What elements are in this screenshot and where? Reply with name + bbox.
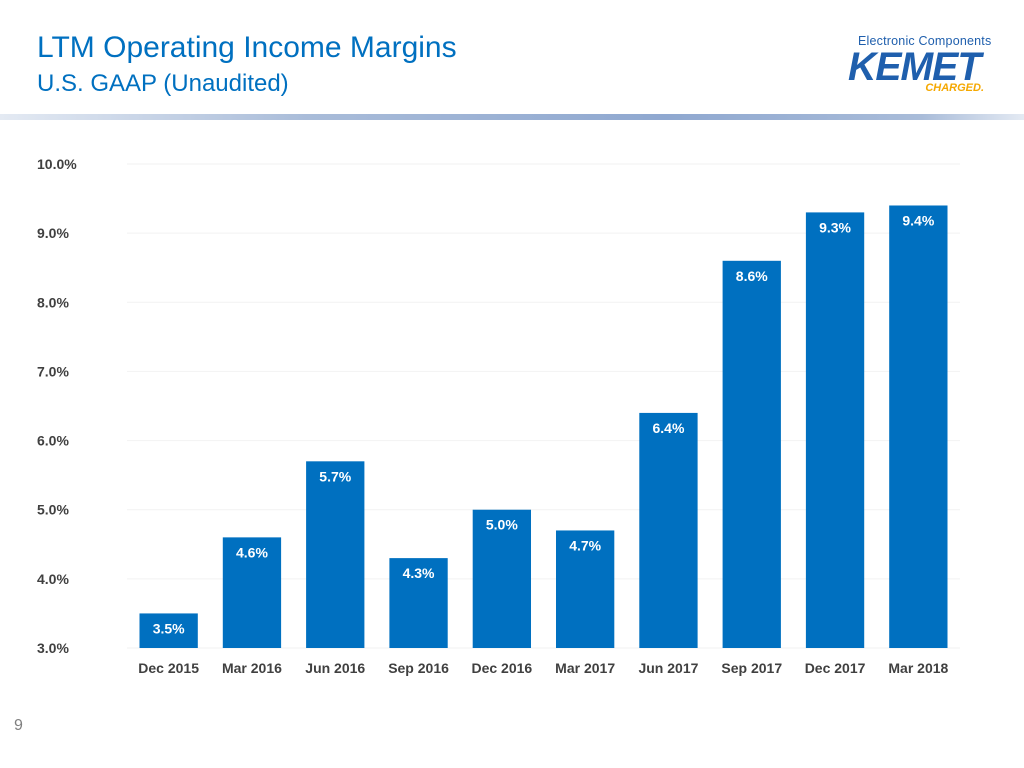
- x-category-label: Dec 2015: [138, 660, 199, 676]
- y-tick-label: 4.0%: [37, 571, 69, 587]
- data-label: 5.7%: [319, 468, 351, 484]
- logo-charged: CHARGED.: [925, 82, 984, 94]
- y-tick-label: 8.0%: [37, 294, 69, 310]
- y-tick-label: 6.0%: [37, 433, 69, 449]
- data-labels: 3.5% 4.6% 5.7% 4.3% 5.0% 4.7% 6.4% 8.6% 9.3% 9.4%: [153, 212, 935, 636]
- bar: [472, 509, 532, 648]
- bars: [139, 205, 948, 648]
- x-category-label: Dec 2016: [471, 660, 532, 676]
- y-axis-ticks: 3.0% 4.0% 5.0% 6.0% 7.0% 8.0% 9.0% 10.0%: [37, 156, 77, 656]
- logo-wordmark: KEMET: [848, 45, 981, 89]
- page-title: LTM Operating Income Margins: [37, 31, 457, 64]
- x-category-label: Dec 2017: [805, 660, 866, 676]
- y-tick-label: 10.0%: [37, 156, 77, 172]
- logo-tagline: Electronic Components: [858, 34, 992, 48]
- y-tick-label: 5.0%: [37, 502, 69, 518]
- data-label: 4.7%: [569, 537, 601, 553]
- x-category-label: Jun 2017: [638, 660, 698, 676]
- kemet-logo: Electronic Components KEMET CHARGED.: [846, 34, 996, 96]
- bar: [722, 260, 781, 648]
- data-label: 4.3%: [403, 565, 435, 581]
- y-tick-label: 7.0%: [37, 363, 69, 379]
- data-label: 3.5%: [153, 620, 185, 636]
- bar: [889, 205, 948, 648]
- bar: [389, 558, 448, 648]
- bar: [555, 530, 615, 648]
- y-tick-label: 9.0%: [37, 225, 69, 241]
- data-label: 8.6%: [736, 268, 768, 284]
- bar: [306, 461, 365, 648]
- data-label: 9.4%: [902, 212, 934, 228]
- bar: [222, 537, 282, 648]
- bar: [639, 412, 698, 648]
- bar: [139, 613, 198, 648]
- x-category-label: Mar 2017: [555, 660, 615, 676]
- page-subtitle: U.S. GAAP (Unaudited): [37, 70, 289, 97]
- data-label: 9.3%: [819, 219, 851, 235]
- data-label: 4.6%: [236, 544, 268, 560]
- y-tick-label: 3.0%: [37, 640, 69, 656]
- header-divider: [0, 114, 1024, 120]
- x-category-label: Mar 2018: [888, 660, 948, 676]
- x-category-label: Sep 2017: [721, 660, 782, 676]
- x-category-label: Jun 2016: [305, 660, 365, 676]
- data-label: 5.0%: [486, 517, 518, 533]
- x-category-label: Mar 2016: [222, 660, 282, 676]
- data-label: 6.4%: [652, 420, 684, 436]
- bar: [805, 212, 865, 648]
- page-number: 9: [14, 717, 23, 734]
- x-category-label: Sep 2016: [388, 660, 449, 676]
- x-axis-categories: Dec 2015 Mar 2016 Jun 2016 Sep 2016 Dec 2016…: [138, 660, 948, 676]
